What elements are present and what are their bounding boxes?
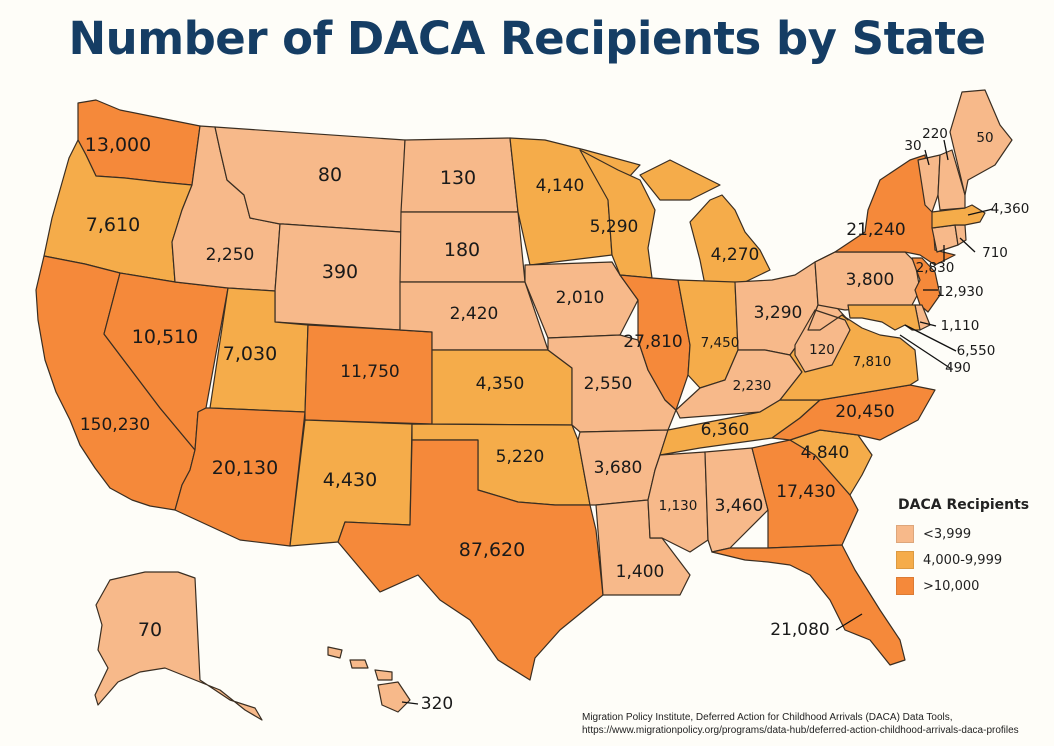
state-md [847,304,921,331]
state-label-fl: 21,080 [770,620,829,640]
state-value-labels: 13,000 7,610 150,230 10,510 2,250 80 390 7,030 2… [80,126,1029,714]
state-label-pa: 3,800 [846,270,895,290]
state-label-mt: 80 [318,164,342,186]
legend-label-low: <3,999 [923,526,972,542]
source-line-1: Migration Policy Institute, Deferred Act… [582,712,953,723]
state-label-sc: 4,840 [801,443,850,463]
state-fl [711,544,906,666]
state-label-nh: 220 [922,126,948,142]
state-label-in: 7,450 [701,335,740,351]
state-ak [94,571,263,721]
state-label-wv: 120 [809,342,835,358]
state-label-az: 20,130 [212,457,278,479]
state-label-ar: 3,680 [594,458,643,478]
state-label-ri: 710 [982,245,1008,261]
legend-swatch-mid [896,551,914,569]
state-label-wi: 5,290 [590,217,639,237]
state-label-md: 6,550 [957,343,996,359]
state-hi [327,646,411,713]
state-label-nm: 4,430 [323,469,377,491]
state-label-tx: 87,620 [459,539,525,561]
state-nj [911,257,941,313]
legend-label-high: >10,000 [923,578,980,594]
legend-title: DACA Recipients [898,497,1030,513]
state-label-ky: 2,230 [733,378,772,394]
source-citation: Migration Policy Institute, Deferred Act… [582,711,1052,737]
state-label-ma: 4,360 [991,201,1030,217]
state-label-co: 11,750 [340,362,399,382]
leader-line-nh [943,139,949,161]
state-label-nv: 10,510 [132,326,198,348]
state-label-al: 3,460 [715,496,764,516]
state-label-ct: 2,830 [916,260,955,276]
state-label-oh: 3,290 [754,303,803,323]
state-label-la: 1,400 [616,562,665,582]
state-ma [931,204,986,229]
legend: DACA Recipients <3,999 4,000-9,999 >10,0… [896,497,1046,599]
state-label-ak: 70 [138,619,162,641]
legend-label-mid: 4,000-9,999 [923,552,1003,568]
legend-swatch-low [896,525,914,543]
state-label-dc: 490 [945,360,971,376]
leader-line-dc [899,334,951,369]
state-label-wa: 13,000 [85,134,151,156]
legend-item-mid: 4,000-9,999 [896,547,1046,573]
state-label-id: 2,250 [206,245,255,265]
state-mi [639,159,771,286]
state-vt [917,154,941,213]
state-label-mo: 2,550 [584,374,633,394]
state-label-ne: 2,420 [450,304,499,324]
state-label-mn: 4,140 [536,176,585,196]
state-label-nd: 130 [440,167,476,189]
label-leader-lines [401,139,994,705]
state-label-ga: 17,430 [776,482,835,502]
state-shapes [35,89,1013,721]
state-label-ks: 4,350 [476,374,525,394]
map-title: Number of DACA Recipients by State [68,12,987,65]
legend-item-low: <3,999 [896,521,1046,547]
state-label-ia: 2,010 [556,288,605,308]
state-label-tn: 6,360 [701,420,750,440]
state-ct [931,224,959,253]
source-line-2: https://www.migrationpolicy.org/programs… [582,725,1019,736]
leader-line-md [904,324,957,352]
leader-line-hi [401,701,419,705]
legend-item-high: >10,000 [896,573,1046,599]
state-tx [337,439,604,681]
state-label-me: 50 [976,130,993,146]
state-label-hi: 320 [421,694,453,714]
state-label-va: 7,810 [853,354,892,370]
state-label-sd: 180 [444,239,480,261]
state-ia [524,261,639,339]
state-me [949,89,1013,196]
state-label-nc: 20,450 [835,402,894,422]
state-label-ms: 1,130 [659,498,698,514]
state-nc [771,384,936,441]
state-label-il: 27,810 [623,332,682,352]
state-nh [937,149,966,211]
state-label-de: 1,110 [941,318,980,334]
legend-swatch-high [896,577,914,595]
state-label-ny: 21,240 [846,220,905,240]
state-label-wy: 390 [322,261,358,283]
state-wi [579,149,656,279]
leader-line-vt [924,149,930,166]
leader-line-de [919,321,937,327]
leader-line-fl [835,613,863,631]
state-label-ut: 7,030 [223,343,277,365]
state-label-mi: 4,270 [711,245,760,265]
leader-line-ma [967,208,994,216]
state-label-vt: 30 [904,138,921,154]
state-label-ok: 5,220 [496,447,545,467]
leader-line-ri [959,237,976,253]
state-label-nj: 12,930 [936,284,983,300]
state-label-ca: 150,230 [80,415,150,435]
state-label-or: 7,610 [86,214,140,236]
